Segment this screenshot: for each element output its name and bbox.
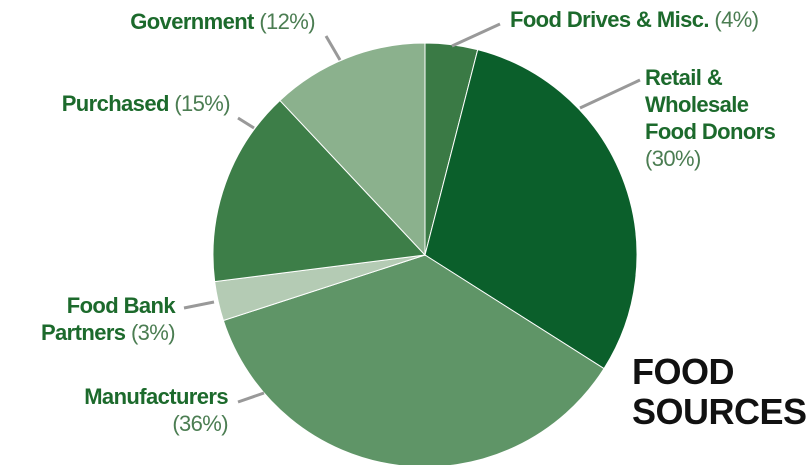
- leader-line: [237, 116, 255, 130]
- value-label: (30%): [645, 146, 701, 171]
- slice-label: Manufacturers (36%): [0, 383, 228, 437]
- value-label: (15%): [174, 91, 230, 116]
- chart-title: FOOD SOURCES: [632, 351, 807, 432]
- leader-line: [451, 22, 501, 48]
- pie-slice: [222, 254, 605, 465]
- pie-slice: [212, 99, 427, 283]
- slice-label: Food Drives & Misc. (4%): [510, 6, 809, 33]
- category-name: Food Bank Partners: [40, 293, 176, 345]
- slice-label: Purchased (15%): [0, 90, 231, 117]
- category-name: Purchased: [61, 91, 170, 116]
- category-name: Manufacturers: [84, 384, 228, 409]
- category-name: Retail & Wholesale Food Donors: [645, 65, 776, 144]
- pie-slice: [279, 42, 426, 257]
- slice-label: Government (12%): [55, 8, 315, 35]
- leader-line: [183, 300, 215, 310]
- slice-label: Food Bank Partners (3%): [15, 292, 176, 346]
- leader-lines: [183, 22, 641, 404]
- value-label: (36%): [172, 411, 228, 436]
- category-name: Food Drives & Misc.: [510, 7, 709, 32]
- category-name: Government: [130, 9, 254, 34]
- pie-slice: [424, 49, 638, 370]
- leader-line: [579, 78, 641, 110]
- leader-line: [237, 391, 265, 404]
- slice-label: Retail & Wholesale Food Donors (30%): [645, 64, 795, 172]
- slices: [212, 42, 638, 465]
- value-label: (4%): [714, 7, 759, 32]
- value-label: (12%): [259, 9, 315, 34]
- value-label: (3%): [130, 320, 176, 345]
- leader-line: [324, 35, 342, 61]
